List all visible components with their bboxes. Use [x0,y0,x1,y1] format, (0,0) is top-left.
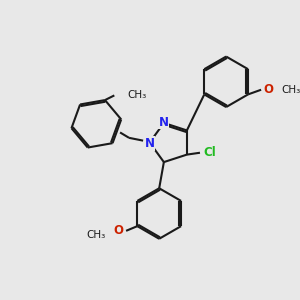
Text: CH₃: CH₃ [282,85,300,95]
Text: CH₃: CH₃ [86,230,106,240]
Text: CH₃: CH₃ [128,90,147,100]
Text: N: N [159,116,169,128]
Text: O: O [264,83,274,96]
Text: N: N [145,137,154,150]
Text: Cl: Cl [203,146,216,159]
Text: O: O [114,224,124,237]
